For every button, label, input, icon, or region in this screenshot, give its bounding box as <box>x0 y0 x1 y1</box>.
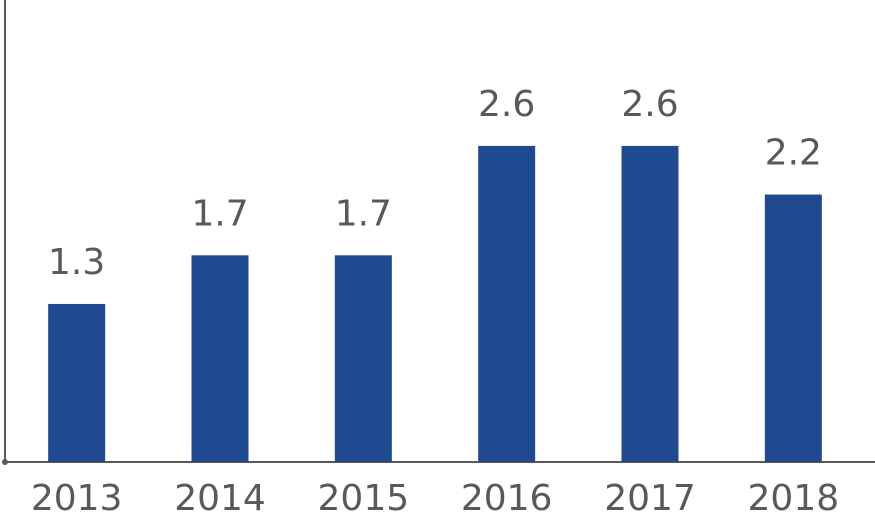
x-tick-label: 2018 <box>748 478 840 519</box>
x-tick-label: 2013 <box>31 478 123 519</box>
value-label: 1.7 <box>335 193 392 234</box>
bar <box>764 194 822 463</box>
value-label: 1.7 <box>191 193 248 234</box>
bar <box>48 303 106 462</box>
bar <box>334 255 392 462</box>
bar <box>621 145 679 463</box>
x-tick-label: 2017 <box>604 478 696 519</box>
x-tick-label: 2015 <box>318 478 410 519</box>
bar <box>478 145 536 463</box>
x-tick-label: 2016 <box>461 478 553 519</box>
x-tick-label: 2014 <box>174 478 266 519</box>
value-label: 2.6 <box>621 84 678 125</box>
value-label: 2.2 <box>765 133 822 174</box>
bar <box>191 255 249 462</box>
axis-origin <box>2 459 8 465</box>
value-label: 1.3 <box>48 242 105 283</box>
value-label: 2.6 <box>478 84 535 125</box>
